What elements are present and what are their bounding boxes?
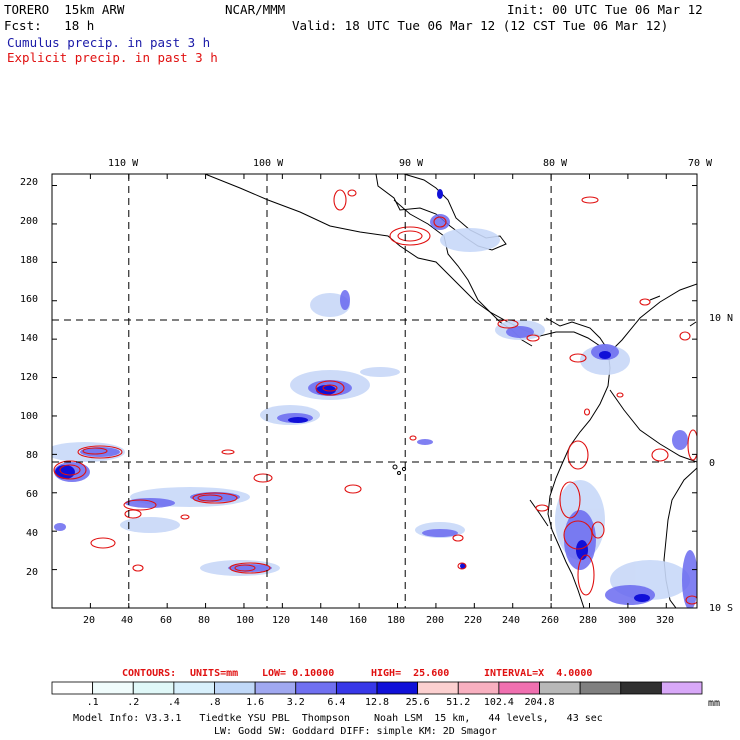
x-tick-label: 80 — [198, 615, 211, 626]
colorbar-cell — [376, 681, 419, 695]
colorbar-cell — [51, 681, 94, 695]
y-tick-label: 80 — [26, 450, 39, 461]
model-physics: LW: Godd SW: Goddard DIFF: simple KM: 2D… — [214, 726, 497, 737]
y-tick-label: 200 — [20, 216, 39, 227]
y-tick-label: 160 — [20, 294, 39, 305]
colorbar-cells — [51, 681, 703, 695]
x-tick-label: 140 — [310, 615, 329, 626]
map-frame — [51, 173, 698, 609]
valid-time: Valid: 18 UTC Tue 06 Mar 12 (12 CST Tue … — [292, 18, 669, 33]
lon-label-80w: 80 W — [543, 158, 568, 169]
legend-cumulus: Cumulus precip. in past 3 h — [7, 35, 211, 50]
y-tick-label: 220 — [20, 177, 39, 188]
legend-explicit: Explicit precip. in past 3 h — [7, 50, 218, 65]
colorbar-cell — [539, 681, 581, 695]
colorbar-cell — [335, 681, 378, 695]
lon-label-100w: 100 W — [253, 158, 284, 169]
colorbar-cell — [498, 681, 540, 695]
x-tick-label: 200 — [426, 615, 445, 626]
y-tick-label: 20 — [26, 567, 39, 578]
lon-label-70w: 70 W — [688, 158, 713, 169]
colorbar-cell — [457, 681, 500, 695]
colorbar-label: 25.6 — [405, 697, 430, 708]
colorbar-label: .8 — [208, 697, 221, 708]
x-tick-label: 180 — [387, 615, 406, 626]
x-tick-label: 100 — [236, 615, 255, 626]
model-name: TORERO 15km ARW — [4, 2, 125, 17]
forecast-hour: Fcst: 18 h — [4, 18, 95, 33]
contours-high: HIGH= 25.600 — [371, 668, 450, 679]
colorbar-cell — [660, 681, 703, 695]
map-content — [52, 174, 697, 608]
colorbar-cell — [254, 681, 297, 695]
lat-label-0: 0 — [709, 458, 716, 469]
colorbar-cell — [620, 681, 662, 695]
x-tick-label: 40 — [121, 615, 134, 626]
y-tick-label: 120 — [20, 372, 39, 383]
organization: NCAR/MMM — [225, 2, 286, 17]
colorbar-label: 1.6 — [246, 697, 265, 708]
colorbar-cell — [173, 681, 215, 695]
colorbar-cell — [214, 681, 256, 695]
colorbar-cell — [417, 681, 459, 695]
colorbar-label: 6.4 — [327, 697, 346, 708]
model-info: Model Info: V3.3.1 Tiedtke YSU PBL Thomp… — [73, 713, 603, 724]
colorbar-label: .2 — [127, 697, 140, 708]
lat-label-10n: 10 N — [709, 313, 734, 324]
colorbar-cell — [132, 681, 175, 695]
colorbar-unit: mm — [708, 698, 721, 709]
colorbar-cell — [92, 681, 134, 695]
x-tick-label: 260 — [541, 615, 560, 626]
x-tick-label: 220 — [464, 615, 483, 626]
colorbar-cell — [295, 681, 337, 695]
lon-label-90w: 90 W — [399, 158, 424, 169]
x-tick-label: 240 — [502, 615, 521, 626]
colorbar-label: .1 — [86, 697, 99, 708]
explicit-contours — [53, 189, 697, 605]
colorbar-label: 102.4 — [483, 697, 514, 708]
lon-label-110w: 110 W — [108, 158, 139, 169]
y-tick-label: 60 — [26, 489, 39, 500]
colorbar-label: 12.8 — [364, 697, 390, 708]
lat-label-10s: 10 S — [709, 603, 734, 614]
colorbar-label: 3.2 — [286, 697, 305, 708]
y-tick-label: 180 — [20, 255, 39, 266]
x-tick-label: 120 — [272, 615, 291, 626]
y-tick-label: 100 — [20, 411, 39, 422]
colorbar-label: .4 — [167, 697, 180, 708]
contours-low: LOW= 0.10000 — [262, 668, 335, 679]
x-tick-label: 320 — [656, 615, 675, 626]
y-tick-label: 140 — [20, 333, 39, 344]
colorbar-label: 204.8 — [524, 697, 555, 708]
latlon-grid — [52, 174, 697, 608]
contours-label: CONTOURS: — [122, 668, 177, 679]
axis-ticks — [52, 174, 697, 608]
colorbar-label: 51.2 — [446, 697, 471, 708]
x-tick-label: 60 — [160, 615, 173, 626]
x-tick-label: 20 — [83, 615, 96, 626]
colorbar-cell — [579, 681, 622, 695]
x-tick-label: 280 — [579, 615, 598, 626]
contours-units: UNITS=mm — [190, 668, 239, 679]
init-time: Init: 00 UTC Tue 06 Mar 12 — [507, 2, 703, 17]
contours-interval: INTERVAL=X 4.0000 — [484, 668, 593, 679]
y-tick-label: 40 — [26, 528, 39, 539]
x-tick-label: 160 — [349, 615, 368, 626]
x-tick-label: 300 — [618, 615, 637, 626]
